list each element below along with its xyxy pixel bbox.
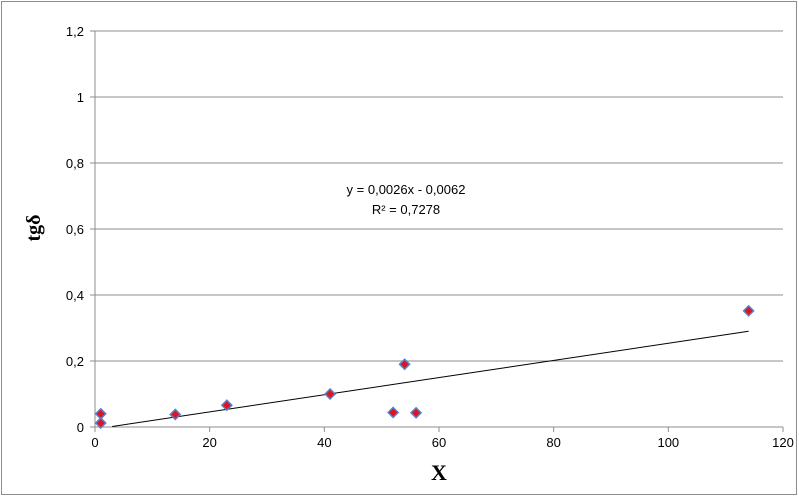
trendline-equation: y = 0,0026x - 0,0062 xyxy=(347,182,466,197)
data-point xyxy=(220,399,233,412)
y-tick-label: 1 xyxy=(77,90,84,105)
trendline xyxy=(112,330,749,427)
data-point xyxy=(94,416,107,430)
y-tick-label: 0 xyxy=(77,420,84,435)
data-point xyxy=(387,406,400,419)
y-tick-label: 1,2 xyxy=(66,24,84,39)
x-tick-label: 20 xyxy=(202,435,216,450)
y-axis-label: tgδ xyxy=(23,214,45,241)
data-point xyxy=(169,408,182,421)
gridlines xyxy=(95,30,783,362)
axes xyxy=(90,30,784,432)
y-tick-label: 0,6 xyxy=(66,222,84,237)
tick-labels: 0 0,2 0,4 0,6 0,8 1 1,2 0 20 40 60 80 100 120 xyxy=(66,24,794,450)
x-tick-label: 120 xyxy=(772,435,794,450)
y-tick-label: 0,4 xyxy=(66,288,84,303)
data-point xyxy=(742,304,755,317)
x-tick-label: 0 xyxy=(91,435,98,450)
data-point xyxy=(410,406,423,419)
y-tick-label: 0,8 xyxy=(66,156,84,171)
x-tick-label: 40 xyxy=(317,435,331,450)
r-squared-label: R² = 0,7278 xyxy=(372,202,440,217)
data-points xyxy=(94,304,755,430)
data-point xyxy=(324,387,337,401)
data-point xyxy=(398,358,411,371)
x-tick-label: 60 xyxy=(432,435,446,450)
x-axis-label: X xyxy=(431,460,447,485)
y-tick-label: 0,2 xyxy=(66,354,84,369)
x-tick-label: 100 xyxy=(657,435,679,450)
x-tick-label: 80 xyxy=(546,435,560,450)
trendline-group xyxy=(112,330,749,427)
